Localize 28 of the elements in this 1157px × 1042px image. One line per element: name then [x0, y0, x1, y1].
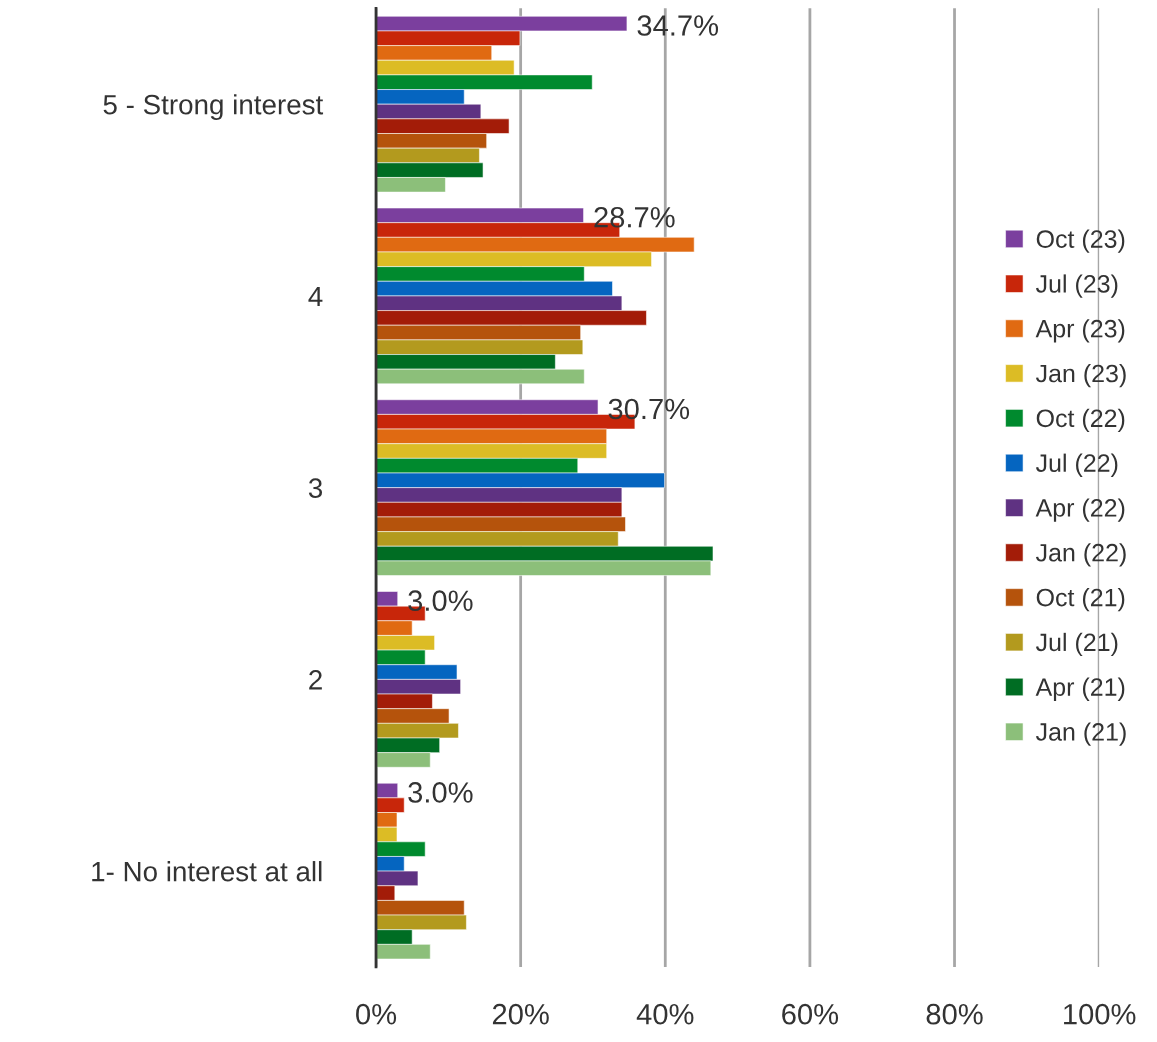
y-tick-label: 3 — [308, 478, 323, 498]
legend-label: Oct (23) — [1036, 229, 1125, 253]
legend-label: Jul (22) — [1035, 453, 1118, 477]
x-tick-label: 60% — [782, 1003, 839, 1025]
legend-label: Apr (22) — [1035, 498, 1125, 522]
legend-label: Jul (21) — [1035, 632, 1118, 657]
y-tick-label: 2 — [309, 670, 322, 690]
legend-label: Jan (21) — [1035, 722, 1126, 746]
data-label: 3.0% — [408, 782, 473, 803]
legend-label: Oct (21) — [1036, 588, 1125, 612]
data-label: 34.7% — [637, 15, 719, 36]
x-tick-label: 100% — [1064, 1003, 1136, 1025]
data-label: 30.7% — [608, 398, 690, 420]
x-tick-label: 0% — [356, 1003, 397, 1025]
legend-label: Jul (23) — [1035, 274, 1118, 298]
x-tick-label: 80% — [926, 1003, 983, 1025]
data-label: 3.0% — [408, 590, 473, 612]
y-tick-label: 4 — [308, 286, 323, 306]
y-tick-label: 5 - Strong interest — [103, 94, 324, 121]
x-tick-label: 40% — [636, 1003, 694, 1025]
x-tick-label: 20% — [492, 1003, 549, 1025]
legend-label: Jan (22) — [1035, 543, 1126, 567]
data-label: 28.7% — [594, 206, 675, 228]
legend-label: Jan (23) — [1035, 363, 1126, 388]
legend-label: Oct (22) — [1036, 408, 1125, 433]
y-tick-label: 1- No interest at all — [92, 861, 322, 882]
legend-label: Apr (23) — [1035, 319, 1125, 343]
legend-label: Apr (21) — [1035, 677, 1125, 701]
